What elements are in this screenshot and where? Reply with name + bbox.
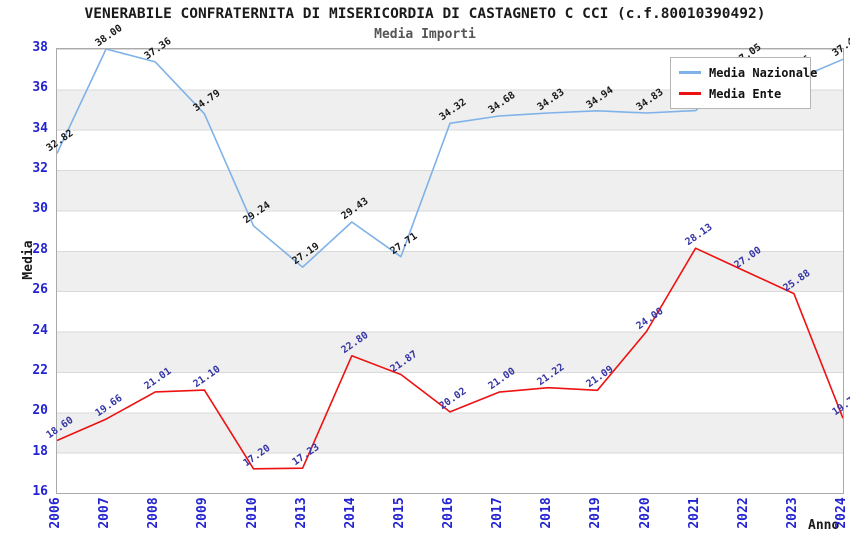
chart-title: VENERABILE CONFRATERNITA DI MISERICORDIA… xyxy=(84,6,766,22)
y-tick-label: 24 xyxy=(32,322,48,338)
x-tick-label: 2007 xyxy=(97,497,113,529)
legend-label: Media Ente xyxy=(709,86,782,101)
y-tick-label: 16 xyxy=(32,484,48,499)
x-axis-label: Anno xyxy=(808,518,840,533)
legend-item: Media Nazionale xyxy=(679,66,817,80)
x-tick-label: 2018 xyxy=(539,497,555,529)
x-tick-label: 2010 xyxy=(244,497,260,529)
legend-item: Media Ente xyxy=(679,87,802,101)
x-tick-label: 2024 xyxy=(834,497,849,529)
x-tick-label: 2022 xyxy=(735,497,751,529)
y-tick-label: 38 xyxy=(32,40,48,55)
legend-label: Media Nazionale xyxy=(709,65,818,80)
y-tick-label: 36 xyxy=(32,80,48,96)
x-tick-label: 2017 xyxy=(490,497,506,529)
y-tick-label: 28 xyxy=(32,241,48,257)
y-tick-label: 18 xyxy=(32,443,48,459)
x-tick-label: 2014 xyxy=(342,497,358,529)
x-tick-label: 2020 xyxy=(637,497,653,529)
x-tick-label: 2013 xyxy=(293,497,309,529)
x-tick-label: 2016 xyxy=(441,497,456,529)
y-tick-label: 34 xyxy=(32,120,48,136)
legend: Media Nazionale Media Ente xyxy=(670,57,817,109)
y-tick-label: 30 xyxy=(32,201,48,217)
x-tick-label: 2023 xyxy=(784,497,800,529)
x-tick-label: 2008 xyxy=(146,497,162,529)
x-tick-label: 2006 xyxy=(48,497,63,529)
legend-line-swatch xyxy=(679,71,701,74)
x-tick-label: 2019 xyxy=(588,497,604,529)
series-line-media-ente xyxy=(57,247,843,470)
legend-line-swatch xyxy=(679,92,701,95)
chart-subtitle: Media Importi xyxy=(374,27,476,42)
y-tick-label: 26 xyxy=(32,282,48,298)
y-tick-label: 32 xyxy=(32,161,48,177)
y-tick-label: 22 xyxy=(32,362,48,378)
x-tick-label: 2009 xyxy=(195,497,211,529)
y-tick-label: 20 xyxy=(32,403,48,419)
plot-area xyxy=(56,48,844,494)
x-tick-label: 2021 xyxy=(686,497,702,529)
x-tick-label: 2015 xyxy=(391,497,407,529)
